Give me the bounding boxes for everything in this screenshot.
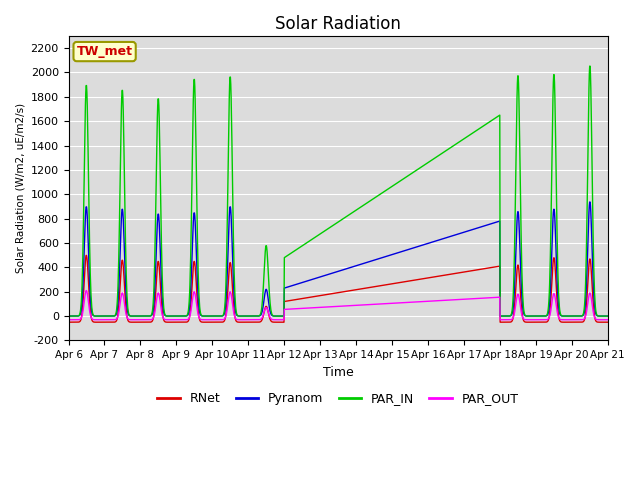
PAR_IN — [245, 313, 253, 319]
PAR_OUT — [185, 316, 193, 322]
Text: TW_met: TW_met — [77, 45, 132, 58]
Pyranom — [184, 311, 192, 316]
PAR_IN — [586, 63, 593, 69]
PAR_IN — [172, 313, 179, 319]
PAR_OUT — [65, 317, 72, 323]
Pyranom — [604, 313, 612, 319]
Line: Pyranom: Pyranom — [68, 202, 608, 316]
Pyranom — [540, 313, 547, 319]
RNet — [172, 319, 180, 325]
Pyranom — [492, 219, 500, 225]
Line: RNet: RNet — [68, 255, 608, 322]
PAR_OUT — [493, 295, 500, 300]
PAR_IN — [65, 313, 72, 319]
Pyranom — [65, 313, 72, 319]
Pyranom — [172, 313, 179, 319]
Pyranom — [245, 313, 253, 319]
PAR_OUT — [172, 317, 180, 323]
RNet — [83, 252, 90, 258]
RNet — [422, 276, 430, 281]
RNet — [245, 319, 253, 325]
PAR_OUT — [83, 288, 90, 293]
Legend: RNet, Pyranom, PAR_IN, PAR_OUT: RNet, Pyranom, PAR_IN, PAR_OUT — [152, 387, 524, 410]
RNet — [604, 319, 612, 325]
RNet — [540, 319, 548, 325]
Line: PAR_OUT: PAR_OUT — [68, 290, 608, 320]
Line: PAR_IN: PAR_IN — [68, 66, 608, 316]
PAR_OUT — [245, 317, 253, 323]
Pyranom — [422, 241, 429, 247]
PAR_IN — [422, 161, 429, 167]
Y-axis label: Solar Radiation (W/m2, uE/m2/s): Solar Radiation (W/m2, uE/m2/s) — [15, 103, 25, 273]
PAR_IN — [184, 307, 192, 313]
PAR_IN — [492, 115, 500, 120]
PAR_OUT — [604, 317, 612, 323]
RNet — [185, 317, 193, 323]
X-axis label: Time: Time — [323, 366, 353, 379]
Title: Solar Radiation: Solar Radiation — [275, 15, 401, 33]
PAR_OUT — [540, 317, 548, 323]
PAR_IN — [540, 313, 547, 319]
PAR_IN — [604, 313, 612, 319]
PAR_OUT — [422, 299, 430, 304]
RNet — [65, 319, 72, 325]
Pyranom — [586, 199, 593, 205]
RNet — [493, 264, 500, 270]
